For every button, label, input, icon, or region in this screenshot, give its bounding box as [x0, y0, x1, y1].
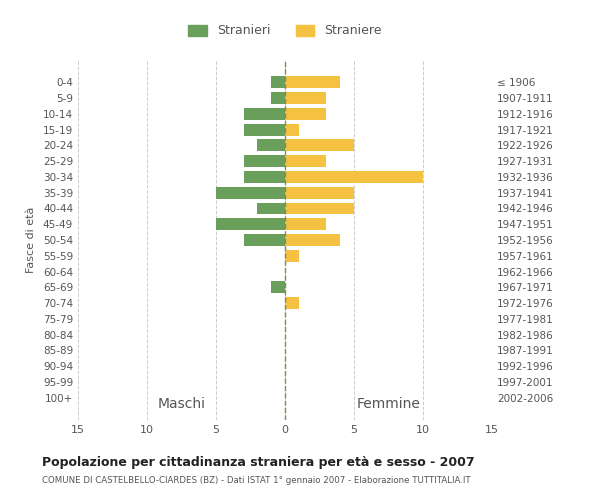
Bar: [244, 234, 285, 246]
Bar: [216, 187, 285, 198]
Legend: Stranieri, Straniere: Stranieri, Straniere: [183, 20, 387, 42]
Bar: [271, 282, 285, 293]
Bar: [257, 202, 285, 214]
Text: Popolazione per cittadinanza straniera per età e sesso - 2007: Popolazione per cittadinanza straniera p…: [42, 456, 475, 469]
Bar: [285, 218, 326, 230]
Text: Femmine: Femmine: [356, 396, 421, 410]
Bar: [244, 171, 285, 183]
Bar: [285, 155, 326, 167]
Bar: [285, 234, 340, 246]
Bar: [244, 108, 285, 120]
Bar: [244, 124, 285, 136]
Bar: [285, 202, 354, 214]
Text: Maschi: Maschi: [158, 396, 206, 410]
Bar: [285, 297, 299, 309]
Bar: [216, 218, 285, 230]
Bar: [271, 76, 285, 88]
Y-axis label: Fasce di età: Fasce di età: [26, 207, 36, 273]
Bar: [285, 76, 340, 88]
Bar: [285, 187, 354, 198]
Bar: [285, 171, 423, 183]
Bar: [285, 92, 326, 104]
Bar: [285, 140, 354, 151]
Text: COMUNE DI CASTELBELLO-CIARDES (BZ) - Dati ISTAT 1° gennaio 2007 - Elaborazione T: COMUNE DI CASTELBELLO-CIARDES (BZ) - Dat…: [42, 476, 470, 485]
Bar: [271, 92, 285, 104]
Bar: [285, 250, 299, 262]
Bar: [285, 124, 299, 136]
Bar: [285, 108, 326, 120]
Bar: [257, 140, 285, 151]
Bar: [244, 155, 285, 167]
